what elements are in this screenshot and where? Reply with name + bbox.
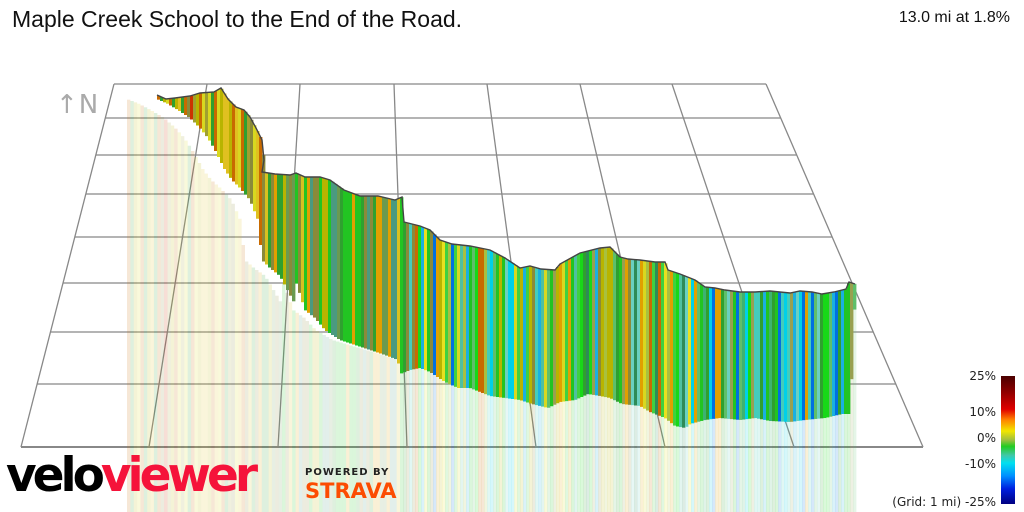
powered-by-label: POWERED BY — [305, 467, 390, 478]
powered-by-strava[interactable]: POWERED BY STRAVA — [305, 467, 397, 503]
elevation-profile-wall — [157, 88, 857, 428]
route-summary: 13.0 mi at 1.8% — [898, 9, 1010, 26]
legend-tick-0: 0% — [976, 431, 996, 445]
legend-tick-25: 25% — [969, 369, 996, 383]
legend-tick-minus10: -10% — [964, 457, 996, 471]
profile-shadow — [127, 99, 857, 512]
profile-top-outline — [156, 87, 856, 295]
route-title: Maple Creek School to the End of the Roa… — [12, 6, 463, 32]
north-arrow-icon: ↑N — [56, 90, 100, 120]
legend-tick-10: 10% — [969, 405, 996, 419]
logo-viewer: viewer — [100, 448, 258, 503]
strava-logo: STRAVA — [305, 479, 397, 503]
legend-tick-minus25: (Grid: 1 mi) -25% — [892, 495, 996, 509]
veloviewer-logo[interactable]: veloviewer — [6, 452, 258, 499]
gradient-legend: 25% 10% 0% -10% (Grid: 1 mi) -25% — [884, 369, 1024, 512]
gradient-colorbar — [1001, 376, 1015, 504]
logo-velo: velo — [6, 448, 105, 503]
